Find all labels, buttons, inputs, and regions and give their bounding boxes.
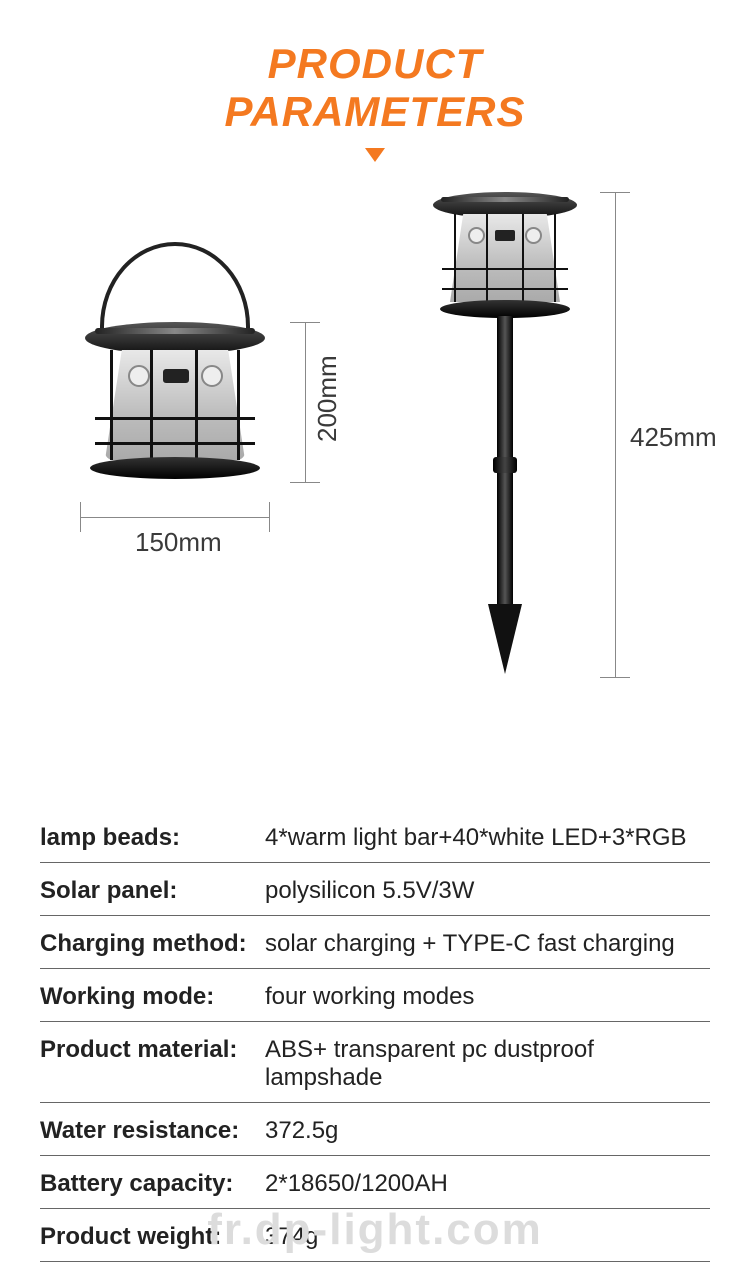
spec-row: Product material:ABS+ transparent pc dus… <box>40 1022 710 1103</box>
header: PRODUCT PARAMETERS <box>0 0 750 162</box>
button-icon <box>201 365 223 387</box>
spec-value: solar charging + TYPE-C fast charging <box>265 930 710 958</box>
spec-label: Product material: <box>40 1036 265 1064</box>
pir-sensor-icon <box>468 227 485 244</box>
cage-ring <box>95 442 255 445</box>
dim-cap <box>290 482 320 483</box>
spec-value: 372.5g <box>265 1117 710 1145</box>
dim-cap <box>600 192 630 193</box>
dim-line-height <box>305 322 306 482</box>
dim-cap <box>290 322 320 323</box>
usb-port-icon <box>495 230 515 241</box>
pir-sensor-icon <box>128 365 150 387</box>
spec-value: ABS+ transparent pc dustproof lampshade <box>265 1036 710 1092</box>
stake-spike <box>488 604 522 674</box>
spec-row: Working mode:four working modes <box>40 969 710 1022</box>
dim-cap <box>80 502 81 532</box>
product-diagram: 150mm 200mm 425mm <box>0 172 750 742</box>
spec-value: four working modes <box>265 983 710 1011</box>
dim-cap <box>600 677 630 678</box>
spec-label: Working mode: <box>40 983 265 1011</box>
spec-value: polysilicon 5.5V/3W <box>265 877 710 905</box>
spec-value: 4*warm light bar+40*white LED+3*RGB <box>265 824 710 852</box>
lantern-sensors <box>468 224 542 246</box>
watermark: fr.dp-light.com <box>0 1205 750 1255</box>
cage-ring <box>95 417 255 420</box>
spec-label: Charging method: <box>40 930 265 958</box>
spec-row: Solar panel:polysilicon 5.5V/3W <box>40 863 710 916</box>
spec-value: 2*18650/1200AH <box>265 1170 710 1198</box>
cage-ring <box>442 288 568 290</box>
dim-label-stake-height: 425mm <box>630 422 717 453</box>
button-icon <box>525 227 542 244</box>
title-line-2: PARAMETERS <box>0 88 750 136</box>
usb-port-icon <box>163 369 189 383</box>
dim-label-width: 150mm <box>135 527 222 558</box>
lantern-stake <box>430 192 580 712</box>
stake-joint <box>493 457 517 473</box>
spec-row: Charging method:solar charging + TYPE-C … <box>40 916 710 969</box>
spec-row: lamp beads:4*warm light bar+40*white LED… <box>40 810 710 863</box>
title-line-1: PRODUCT <box>0 40 750 88</box>
dim-line-width <box>80 517 270 518</box>
spec-row: Water resistance:372.5g <box>40 1103 710 1156</box>
spec-label: lamp beads: <box>40 824 265 852</box>
dim-label-height: 200mm <box>312 355 343 442</box>
dim-line-stake-height <box>615 192 616 677</box>
lantern-hanging <box>80 302 270 542</box>
specs-table: lamp beads:4*warm light bar+40*white LED… <box>40 810 710 1262</box>
cage-ring <box>442 268 568 270</box>
spec-label: Water resistance: <box>40 1117 265 1145</box>
spec-label: Battery capacity: <box>40 1170 265 1198</box>
spec-label: Solar panel: <box>40 877 265 905</box>
lantern-sensors <box>128 362 223 390</box>
lantern-base <box>90 457 260 479</box>
lantern-handle <box>100 242 250 332</box>
spec-row: Battery capacity:2*18650/1200AH <box>40 1156 710 1209</box>
dim-cap <box>269 502 270 532</box>
triangle-down-icon <box>365 148 385 162</box>
